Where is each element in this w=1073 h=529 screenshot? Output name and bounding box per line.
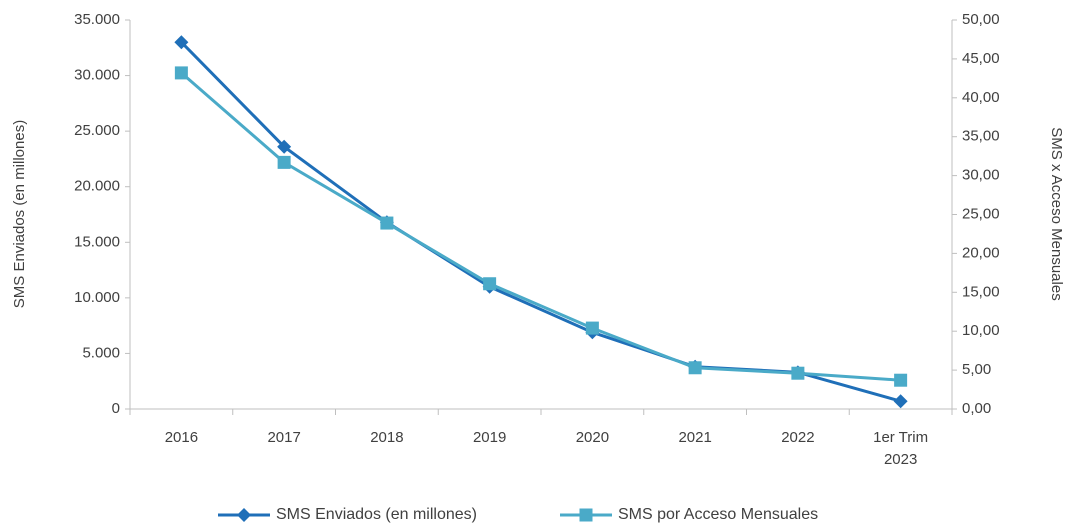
legend-label: SMS por Acceso Mensuales (618, 506, 818, 523)
y-tick-label: 25.000 (74, 122, 120, 139)
y-tick-label: 10.000 (74, 289, 120, 306)
x-tick-label: 2021 (678, 429, 712, 446)
y2-tick-label: 25,00 (962, 205, 1000, 222)
data-point (688, 361, 702, 375)
x-tick-label: 2022 (781, 429, 815, 446)
y2-tick-label: 50,00 (962, 11, 1000, 28)
y2-tick-label: 20,00 (962, 244, 1000, 261)
data-point (893, 394, 908, 409)
series-line (180, 41, 902, 403)
data-point (380, 216, 394, 230)
series-line (180, 71, 901, 382)
y-axis-title: SMS Enviados (en millones) (11, 120, 28, 308)
data-point (277, 139, 292, 154)
x-tick-label: 2016 (164, 429, 199, 446)
legend-marker (579, 508, 593, 522)
data-point (277, 155, 291, 169)
x-tick-label: 1er Trim 2023 (873, 429, 929, 468)
data-point (483, 277, 497, 291)
y2-tick-label: 5,00 (962, 361, 991, 378)
y-tick-label: 15.000 (74, 233, 120, 250)
x-tick-label: 2019 (472, 429, 507, 446)
y2-axis-title: SMS x Acceso Mensuales (1048, 127, 1065, 300)
data-point (174, 35, 189, 50)
y2-tick-label: 30,00 (962, 167, 1000, 184)
y-tick-label: 35.000 (74, 11, 120, 28)
data-point (894, 373, 908, 387)
y-tick-label: 0 (112, 400, 120, 417)
y2-tick-label: 0,00 (962, 400, 991, 417)
legend-marker (237, 508, 251, 522)
x-tick-label: 2018 (370, 429, 404, 446)
y-tick-label: 30.000 (74, 67, 120, 84)
y-tick-label: 20.000 (74, 178, 120, 195)
x-tick-label: 2020 (575, 429, 610, 446)
data-point (791, 366, 805, 380)
y2-tick-label: 35,00 (962, 128, 1000, 145)
y2-tick-label: 15,00 (962, 283, 1000, 300)
data-point (585, 321, 599, 335)
y2-tick-label: 10,00 (962, 322, 1000, 339)
data-point (174, 66, 188, 80)
x-tick-label: 2017 (267, 429, 301, 446)
y2-tick-label: 40,00 (962, 89, 1000, 106)
y2-tick-label: 45,00 (962, 50, 1000, 67)
legend-label: SMS Enviados (en millones) (276, 506, 477, 523)
y-tick-label: 5.000 (82, 344, 120, 361)
